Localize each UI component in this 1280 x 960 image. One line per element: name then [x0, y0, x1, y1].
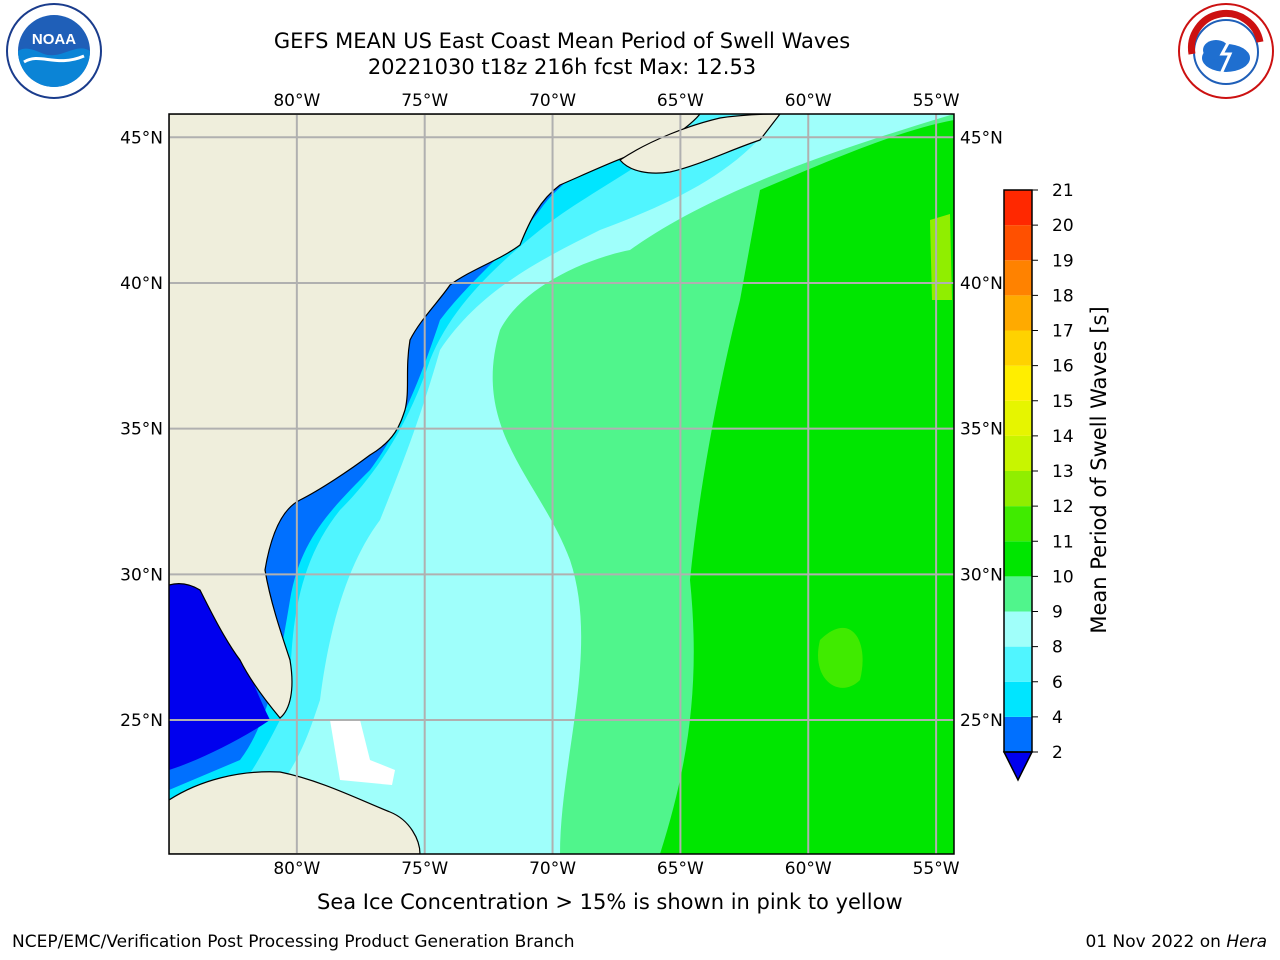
noaa-logo-text: NOAA [32, 31, 76, 48]
colorbar-tick-label: 19 [1052, 251, 1074, 271]
colorbar-ticks: 2 4 6 8 9 10 11 12 13 14 15 16 17 18 19 20 21 [1032, 181, 1074, 763]
colorbar-tick-label: 8 [1052, 638, 1063, 658]
colorbar-tick-label: 12 [1052, 497, 1074, 517]
date-line: 01 Nov 2022 on Hera [1085, 932, 1267, 952]
colorbar-tick-label: 4 [1052, 708, 1063, 728]
sea-ice-note: Sea Ice Concentration > 15% is shown in … [317, 890, 903, 914]
gulf-low-period-region [169, 580, 270, 770]
nws-logo [1178, 3, 1274, 99]
colorbar-segment [1004, 506, 1032, 542]
colorbar-segment [1004, 260, 1032, 296]
north-america-land [169, 114, 701, 719]
host-name: Hera [1226, 932, 1267, 952]
lat-labels-left: 45°N 40°N 35°N 30°N 25°N [120, 128, 163, 731]
colorbar-tick-label: 14 [1052, 427, 1074, 447]
lon-label-top: 60°W [785, 91, 832, 111]
lat-label-right: 35°N [960, 420, 1003, 440]
colorbar-segment [1004, 400, 1032, 436]
colorbar-tick-label: 6 [1052, 673, 1063, 693]
lon-label-bottom: 55°W [913, 859, 960, 879]
colorbar-segment [1004, 225, 1032, 261]
lon-label-top: 75°W [401, 91, 448, 111]
lat-label-right: 40°N [960, 274, 1003, 294]
lat-label-left: 35°N [120, 420, 163, 440]
colorbar-segment [1004, 681, 1032, 717]
date-text: 01 Nov 2022 on [1085, 932, 1227, 952]
colorbar-segment [1004, 576, 1032, 612]
colorbar-tick-label: 20 [1052, 216, 1074, 236]
lon-label-top: 55°W [913, 91, 960, 111]
colorbar-segment [1004, 541, 1032, 577]
lon-label-bottom: 75°W [401, 859, 448, 879]
lat-lon-grid [169, 114, 954, 854]
lat-label-left: 30°N [120, 565, 163, 585]
map-frame [168, 113, 955, 855]
lon-label-top: 80°W [273, 91, 320, 111]
colorbar-tick-label: 2 [1052, 743, 1063, 763]
lat-label-left: 40°N [120, 274, 163, 294]
lat-labels-right: 45°N 40°N 35°N 30°N 25°N [960, 128, 1003, 731]
colorbar-tick-label: 21 [1052, 181, 1074, 201]
swell-12s-patch-north [930, 214, 952, 300]
lon-label-top: 70°W [529, 91, 576, 111]
lat-label-right: 25°N [960, 711, 1003, 731]
lat-label-left: 25°N [120, 711, 163, 731]
colorbar-segment [1004, 646, 1032, 682]
lat-label-right: 30°N [960, 565, 1003, 585]
colorbar-tick-label: 16 [1052, 357, 1074, 377]
colorbar-segment [1004, 611, 1032, 647]
colorbar [1002, 189, 1034, 782]
swell-12s-patch [818, 627, 863, 688]
chart-subtitle: 20221030 t18z 216h fcst Max: 12.53 [367, 55, 757, 79]
lat-label-left: 45°N [120, 128, 163, 148]
bahamas-bank [330, 720, 395, 785]
colorbar-label: Mean Period of Swell Waves [s] [1087, 306, 1111, 633]
colorbar-tick-label: 10 [1052, 567, 1074, 587]
chart-title: GEFS MEAN US East Coast Mean Period of S… [273, 29, 851, 53]
colorbar-segment [1004, 365, 1032, 401]
colorbar-segment [1004, 716, 1032, 752]
colorbar-under-triangle [1002, 751, 1034, 782]
colorbar-segment [1004, 471, 1032, 507]
lon-labels-bottom: 80°W 75°W 70°W 65°W 60°W 55°W [273, 859, 959, 879]
colorbar-tick-label: 13 [1052, 462, 1074, 482]
lon-labels-top: 80°W 75°W 70°W 65°W 60°W 55°W [273, 91, 959, 111]
map-area [169, 114, 954, 854]
colorbar-tick-label: 18 [1052, 286, 1074, 306]
colorbar-segment [1004, 295, 1032, 331]
lon-label-bottom: 70°W [529, 859, 576, 879]
colorbar-tick-label: 11 [1052, 532, 1074, 552]
colorbar-segment [1004, 435, 1032, 471]
colorbar-segment [1004, 190, 1032, 226]
colorbar-tick-label: 15 [1052, 392, 1074, 412]
colorbar-tick-label: 9 [1052, 603, 1063, 623]
lon-label-top: 65°W [657, 91, 704, 111]
cuba-land [169, 771, 421, 854]
lon-label-bottom: 65°W [657, 859, 704, 879]
swell-11s-region [660, 120, 954, 854]
credit-line: NCEP/EMC/Verification Post Processing Pr… [12, 932, 575, 952]
lat-label-right: 45°N [960, 128, 1003, 148]
colorbar-segment [1004, 330, 1032, 366]
lon-label-bottom: 60°W [785, 859, 832, 879]
noaa-logo: NOAA [6, 3, 102, 99]
lon-label-bottom: 80°W [273, 859, 320, 879]
colorbar-tick-label: 17 [1052, 322, 1074, 342]
